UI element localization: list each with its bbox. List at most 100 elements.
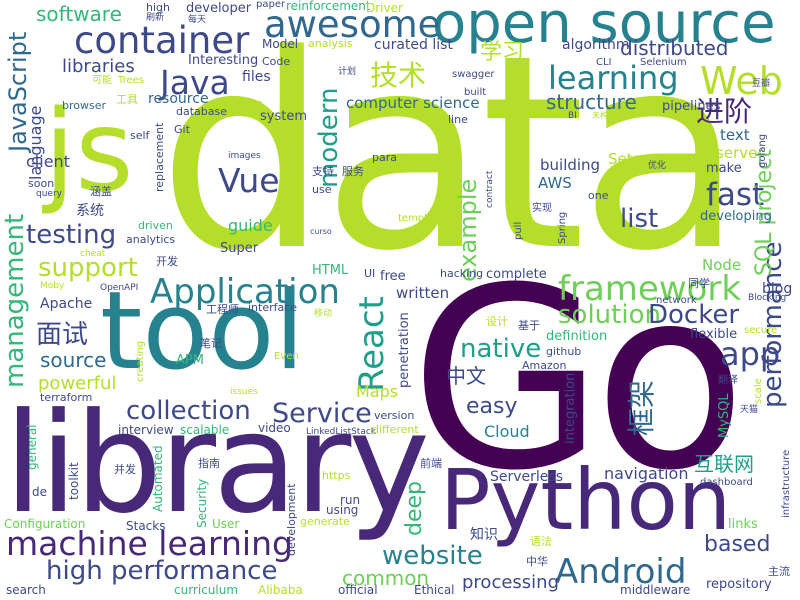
word: 同学 <box>688 277 710 290</box>
word: curso <box>310 227 332 236</box>
word: resource <box>148 91 209 107</box>
word: pipelines <box>662 99 721 114</box>
word: curated list <box>374 37 453 53</box>
word: integration <box>563 372 578 444</box>
word: files <box>242 69 271 85</box>
word: Blocking <box>748 293 787 303</box>
word: developing <box>700 209 772 224</box>
word: dashboard <box>700 477 753 488</box>
word: github <box>546 345 582 358</box>
word: Code <box>262 55 291 68</box>
word: 知识 <box>470 527 498 543</box>
word: Node <box>702 256 742 274</box>
word: Amazon <box>522 359 567 372</box>
word: Configuration <box>4 517 86 531</box>
word: middleware <box>620 583 691 597</box>
word: 互联网 <box>694 452 754 476</box>
word: swagger <box>452 69 495 80</box>
word: computer science <box>346 94 480 112</box>
word: template <box>398 213 444 224</box>
word: 翻译 <box>718 375 738 386</box>
word: 工程师 <box>206 303 239 316</box>
word: 工具 <box>116 93 138 106</box>
word: data <box>158 0 744 310</box>
word: Service <box>272 398 372 429</box>
word: video <box>258 421 291 435</box>
word: generate <box>300 515 350 528</box>
word: OpenAPI <box>100 283 139 293</box>
word: AWS <box>538 174 572 192</box>
word: different <box>372 423 419 436</box>
word: development <box>285 483 298 556</box>
word: UI <box>364 267 376 280</box>
word: Alibaba <box>258 583 303 597</box>
word: soon <box>28 177 55 190</box>
word: 每天 <box>188 15 207 25</box>
word: one <box>588 189 609 202</box>
word: Python <box>440 451 732 549</box>
word: paper <box>256 0 286 10</box>
word: 基于 <box>518 319 540 332</box>
word: cheat <box>80 249 106 259</box>
word: 技术 <box>370 59 427 92</box>
word: solution <box>558 300 661 330</box>
word: 语法 <box>530 535 552 548</box>
word: pull <box>513 221 524 240</box>
word: 面试 <box>36 320 89 350</box>
word: terraform <box>40 391 93 404</box>
word: toolkit <box>67 462 81 500</box>
word: based <box>704 532 771 557</box>
word: 框架 <box>625 379 658 436</box>
word: 豆瓣 <box>752 79 771 89</box>
word: navigation <box>604 464 689 483</box>
word: client <box>26 152 70 171</box>
word: run <box>340 493 361 507</box>
word: Even <box>274 351 299 362</box>
word: collection <box>126 396 251 426</box>
word: creating <box>135 340 146 382</box>
word: 移动 <box>314 309 333 319</box>
word: 未构配 <box>592 111 616 120</box>
word: js <box>44 87 134 217</box>
word: deep <box>402 481 427 536</box>
word: Serverless <box>490 469 564 485</box>
word: Spring <box>557 211 568 244</box>
word: React <box>352 296 392 392</box>
word: 天猫 <box>740 405 759 415</box>
word: general <box>25 424 39 470</box>
word: tool <box>100 269 305 394</box>
word: query <box>36 189 62 199</box>
word: 设计 <box>486 315 508 328</box>
word: 中文 <box>446 364 486 388</box>
word: driven <box>138 219 173 232</box>
word: interview <box>118 423 174 437</box>
word: User <box>212 517 240 531</box>
word: powerful <box>38 373 117 394</box>
word: infrastructure <box>781 449 792 518</box>
word: repository <box>706 577 772 592</box>
word: Stacks <box>126 519 166 533</box>
word: Docker <box>648 300 740 330</box>
word: contract <box>485 170 495 208</box>
word: built <box>464 87 487 98</box>
word: 实现 <box>532 203 552 214</box>
word: 笔记 <box>200 337 222 350</box>
word: database <box>176 105 227 118</box>
word: using <box>326 503 359 517</box>
word: testing <box>26 220 117 250</box>
word: replacement <box>153 122 166 192</box>
word: app <box>720 335 781 373</box>
word: 服务 <box>342 165 364 178</box>
word: machine learning <box>6 524 293 563</box>
word: distributed <box>620 36 729 60</box>
word: Learn <box>224 97 264 113</box>
word: self <box>130 129 150 142</box>
word: scalable <box>180 423 230 437</box>
word: 指南 <box>198 457 220 470</box>
word: line <box>448 113 468 126</box>
word: libraries <box>62 56 135 77</box>
word: text <box>720 126 750 144</box>
word: 开发 <box>156 255 178 268</box>
word: search <box>6 583 46 597</box>
word: 支持 <box>312 165 334 178</box>
